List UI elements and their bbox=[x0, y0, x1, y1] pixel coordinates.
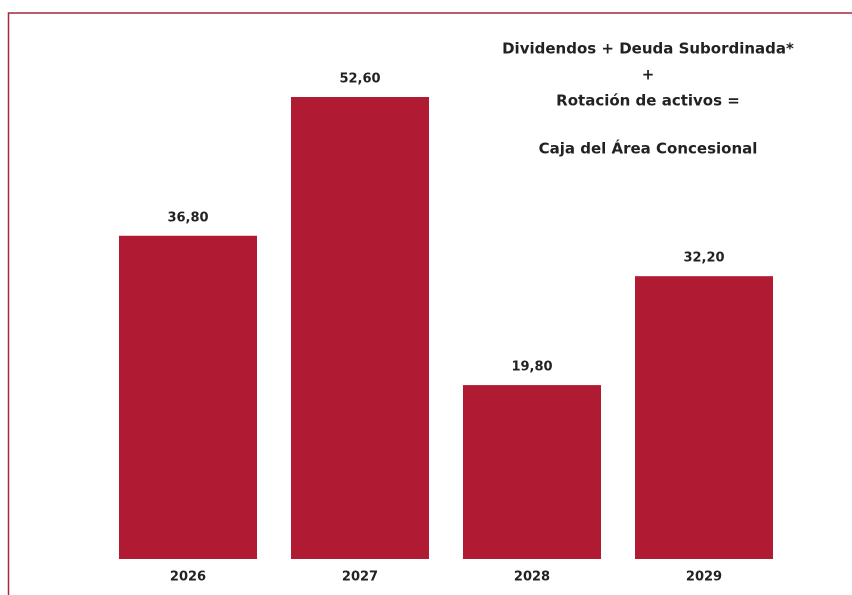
x-tick-label: 2028 bbox=[514, 570, 550, 585]
x-tick-label: 2029 bbox=[686, 570, 722, 585]
data-label: 19,80 bbox=[511, 360, 552, 375]
frame bbox=[7, 12, 852, 595]
data-label: 32,20 bbox=[683, 251, 724, 266]
x-tick-label: 2026 bbox=[170, 570, 206, 585]
title-line: Rotación de activos = bbox=[556, 92, 740, 110]
bar bbox=[119, 235, 257, 559]
title-line: Caja del Área Concesional bbox=[539, 139, 758, 158]
bar bbox=[463, 385, 601, 559]
data-label: 36,80 bbox=[167, 210, 208, 225]
x-tick-label: 2027 bbox=[342, 570, 378, 585]
bar bbox=[635, 276, 773, 559]
title-line: + bbox=[642, 66, 655, 84]
data-label: 52,60 bbox=[339, 72, 380, 87]
bar bbox=[291, 97, 429, 559]
title-line: Dividendos + Deuda Subordinada* bbox=[502, 40, 794, 58]
